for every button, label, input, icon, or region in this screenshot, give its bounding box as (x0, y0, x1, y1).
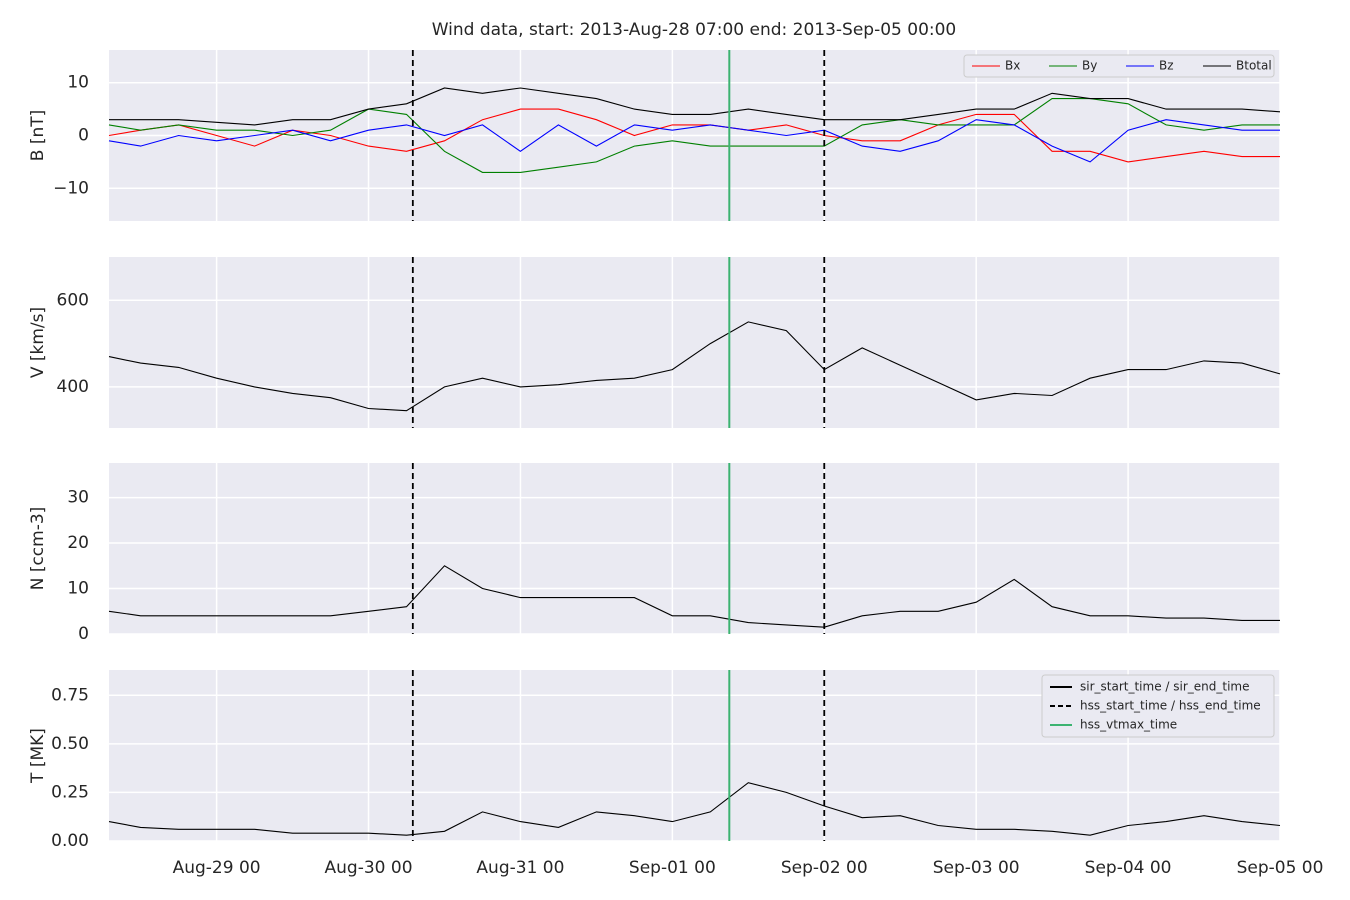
y-tick-label: 0.25 (51, 782, 89, 802)
plot-background (109, 257, 1280, 428)
figure-title: Wind data, start: 2013-Aug-28 07:00 end:… (432, 20, 957, 40)
x-tick-label: Sep-04 00 (1085, 858, 1172, 878)
legend-label: Bz (1159, 59, 1174, 73)
legend: sir_start_time / sir_end_time hss_start_t… (1041, 674, 1275, 738)
x-tick-label: Sep-05 00 (1237, 858, 1324, 878)
y-tick-label: −10 (53, 178, 89, 198)
data-line (108, 321, 1281, 412)
data-line (108, 782, 1281, 836)
x-tick-label: Sep-03 00 (933, 858, 1020, 878)
plot-background (109, 463, 1280, 634)
y-tick-label: 0.75 (51, 685, 89, 705)
y-tick-label: 400 (57, 377, 89, 397)
y-tick-label: 30 (67, 488, 89, 508)
legend-label: By (1082, 59, 1097, 73)
y-tick-label: 20 (67, 533, 89, 553)
y-tick-label: 10 (67, 579, 89, 599)
y-axis-label: V [km/s] (28, 307, 48, 378)
y-tick-label: 0.00 (51, 831, 89, 851)
y-tick-label: 600 (57, 290, 89, 310)
legend-box (963, 54, 1275, 78)
x-tick-label: Sep-01 00 (629, 858, 716, 878)
x-tick-label: Sep-02 00 (781, 858, 868, 878)
legend-label: Btotal (1236, 59, 1272, 73)
data-line (108, 98, 1280, 173)
data-line (108, 565, 1280, 628)
x-tick-label: Aug-31 00 (476, 858, 564, 878)
data-line (108, 119, 1280, 163)
legend: Bx By Bz Btotal (963, 54, 1275, 78)
legend-label: sir_start_time / sir_end_time (1080, 680, 1250, 694)
legend-label: hss_vtmax_time (1080, 718, 1177, 732)
y-tick-label: 0 (78, 126, 89, 146)
legend-box (1041, 674, 1275, 738)
legend-label: hss_start_time / hss_end_time (1080, 699, 1261, 713)
y-axis-label: T [MK] (28, 728, 48, 784)
x-tick-label: Aug-30 00 (325, 858, 413, 878)
y-axis-label: B [nT] (28, 110, 48, 162)
legend-label: Bx (1005, 59, 1020, 73)
x-tick-label: Aug-29 00 (173, 858, 261, 878)
y-tick-label: 0.50 (51, 734, 89, 754)
y-axis-label: N [ccm-3] (28, 507, 48, 591)
y-tick-label: 0 (78, 624, 89, 644)
y-tick-label: 10 (67, 73, 89, 93)
data-line (108, 108, 1280, 163)
data-line (109, 87, 1281, 126)
